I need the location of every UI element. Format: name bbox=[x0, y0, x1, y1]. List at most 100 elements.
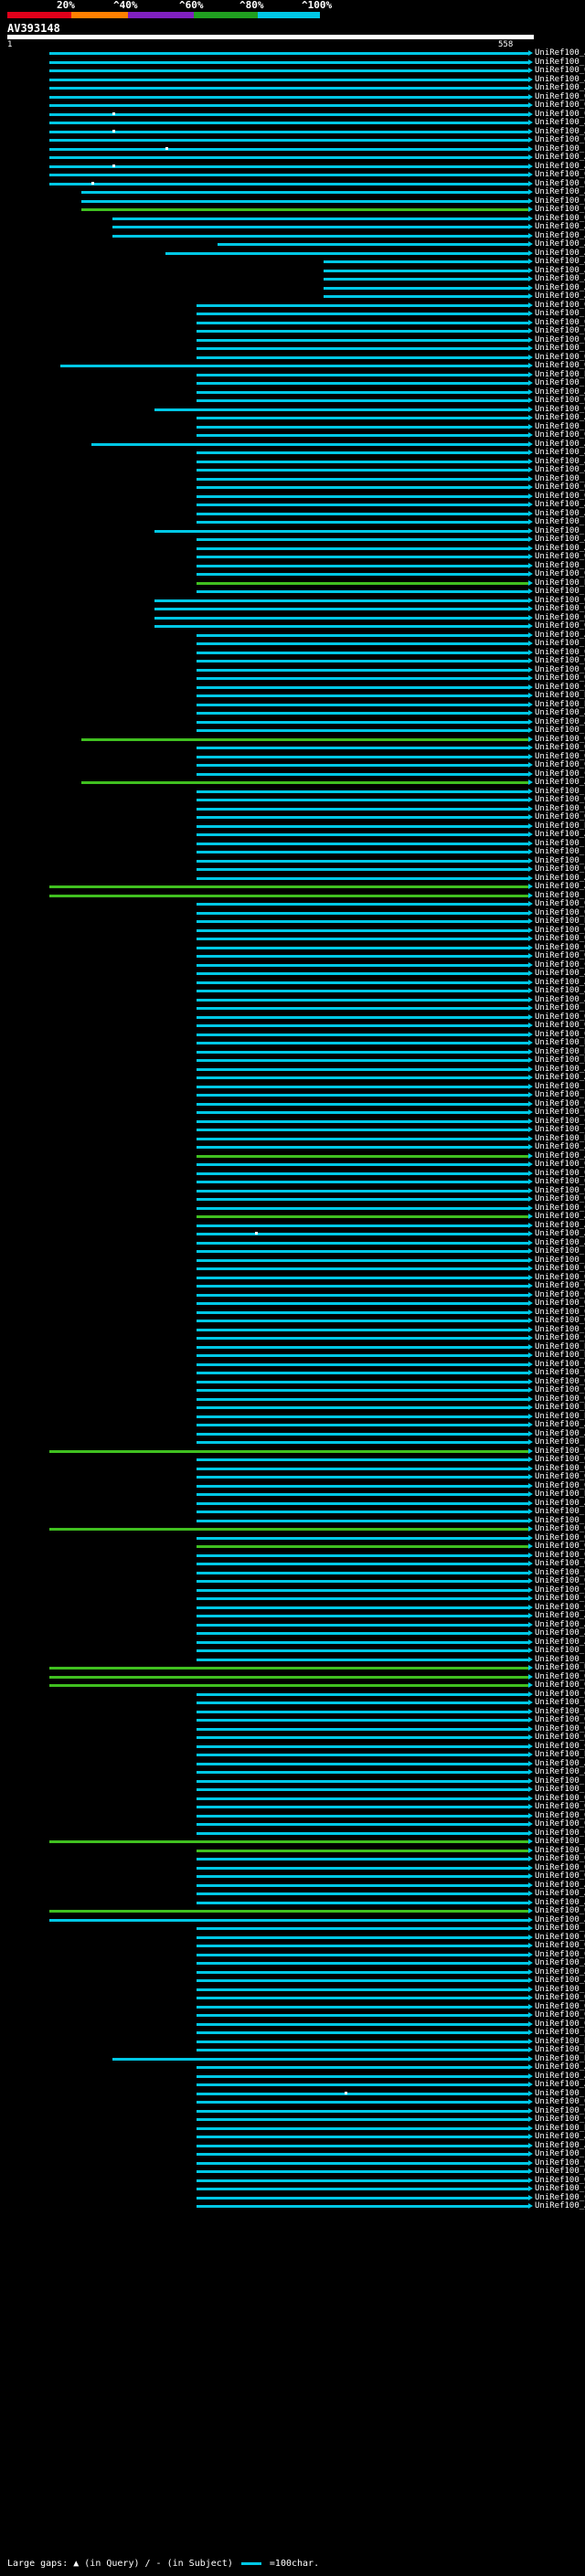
hit-row[interactable]: UniRef100_P12470 bbox=[0, 587, 585, 596]
hit-row[interactable]: UniRef100_UPI000 bbox=[0, 1663, 585, 1672]
hit-label[interactable]: UniRef100_Q27493 bbox=[535, 1160, 585, 1169]
hit-label[interactable]: UniRef100_P27494 bbox=[535, 1646, 585, 1655]
hit-label[interactable]: UniRef100_UPI000 bbox=[535, 1663, 585, 1672]
hit-label[interactable]: UniRef100_P12329 bbox=[535, 1924, 585, 1933]
hit-row[interactable]: UniRef100_A6NPS3 bbox=[0, 1429, 585, 1438]
hit-label[interactable]: UniRef100_P14278 bbox=[535, 2149, 585, 2158]
hit-row[interactable]: UniRef100_C1K5B6 bbox=[0, 1125, 585, 1134]
hit-row[interactable]: UniRef100_C6SQ07 bbox=[0, 1602, 585, 1612]
hit-label[interactable]: UniRef100_Q64446 bbox=[535, 300, 585, 310]
hit-row[interactable]: UniRef100_A6S6T7 bbox=[0, 2201, 585, 2210]
hit-row[interactable]: UniRef100_A4QPK3 bbox=[0, 292, 585, 301]
hit-row[interactable]: UniRef100_Q41421 bbox=[0, 1377, 585, 1386]
hit-label[interactable]: UniRef100_P27518 bbox=[535, 1785, 585, 1794]
hit-row[interactable]: UniRef100_Q677H3 bbox=[0, 648, 585, 657]
hit-row[interactable]: UniRef100_B4FQ80 bbox=[0, 700, 585, 709]
hit-label[interactable]: UniRef100_Q49812 bbox=[535, 1576, 585, 1585]
hit-label[interactable]: UniRef100_A8J264 bbox=[535, 83, 585, 92]
hit-label[interactable]: UniRef100_A6NRR7 bbox=[535, 535, 585, 544]
hit-row[interactable]: UniRef100_Q7XEN2 bbox=[0, 1846, 585, 1855]
hit-row[interactable]: UniRef100_A9RB25 bbox=[0, 1758, 585, 1768]
hit-label[interactable]: UniRef100_A5BI56 bbox=[535, 1637, 585, 1647]
hit-label[interactable]: UniRef100_C5GN94 bbox=[535, 2115, 585, 2124]
hit-row[interactable]: UniRef100_A4QPK2 bbox=[0, 1898, 585, 1907]
hit-label[interactable]: UniRef100_Q9ZSJ4 bbox=[535, 196, 585, 206]
hit-row[interactable]: UniRef100_P07369 bbox=[0, 378, 585, 387]
hit-label[interactable]: UniRef100_Q4V562 bbox=[535, 2097, 585, 2106]
hit-row[interactable]: UniRef100_Q4V5S7 bbox=[0, 1794, 585, 1803]
hit-label[interactable]: UniRef100_C6SQ07 bbox=[535, 1602, 585, 1612]
hit-label[interactable]: UniRef100_A4QPL1 bbox=[535, 187, 585, 196]
hit-label[interactable]: UniRef100_Q41422 bbox=[535, 1715, 585, 1724]
hit-row[interactable]: UniRef100_B4LQY2 bbox=[0, 1351, 585, 1360]
hit-label[interactable]: UniRef100_A2ZY44 bbox=[535, 222, 585, 231]
hit-row[interactable]: UniRef100_C5GQ83 bbox=[0, 1585, 585, 1595]
hit-row[interactable]: UniRef100_Q4V549 bbox=[0, 1802, 585, 1811]
hit-label[interactable]: UniRef100_Q9SWE0 bbox=[535, 205, 585, 214]
hit-row[interactable]: UniRef100_Q33291 bbox=[0, 1308, 585, 1317]
hit-label[interactable]: UniRef100_A9RB03 bbox=[535, 873, 585, 883]
hit-label[interactable]: UniRef100_A6SSF4 bbox=[535, 708, 585, 717]
hit-label[interactable]: UniRef100_P07369 bbox=[535, 378, 585, 387]
hit-label[interactable]: UniRef100_Q8WTH7 bbox=[535, 1177, 585, 1186]
hit-row[interactable]: UniRef100_A4QPK4 bbox=[0, 266, 585, 275]
hit-label[interactable]: UniRef100_Q93XK4 bbox=[535, 1689, 585, 1699]
hit-row[interactable]: UniRef100_A5BT62 bbox=[0, 1958, 585, 1967]
hit-label[interactable]: UniRef100_Q67861 bbox=[535, 751, 585, 761]
hit-label[interactable]: UniRef100_A6NLD5 bbox=[535, 716, 585, 726]
hit-row[interactable]: UniRef100_C5GN94 bbox=[0, 2115, 585, 2124]
hit-label[interactable]: UniRef100_Q8S3U0 bbox=[535, 170, 585, 179]
hit-row[interactable]: UniRef100_P12469 bbox=[0, 847, 585, 856]
hit-row[interactable]: UniRef100_Q9LK10 bbox=[0, 795, 585, 804]
hit-label[interactable]: UniRef100_Q677P6 bbox=[535, 743, 585, 752]
hit-row[interactable]: UniRef100_Q9AY54 bbox=[0, 1906, 585, 1915]
hit-label[interactable]: UniRef100_A2ZY48 bbox=[535, 126, 585, 136]
hit-label[interactable]: UniRef100_A6NK15 bbox=[535, 1889, 585, 1898]
hit-label[interactable]: UniRef100_Q1EP00 bbox=[535, 925, 585, 935]
hit-row[interactable]: UniRef100_P04779 bbox=[0, 1437, 585, 1447]
hit-row[interactable]: UniRef100_A6JSSD bbox=[0, 882, 585, 891]
hit-row[interactable]: UniRef100_Q64443 bbox=[0, 1194, 585, 1203]
hit-label[interactable]: UniRef100_P22686 bbox=[535, 143, 585, 154]
hit-label[interactable]: UniRef100_Q2XTE0 bbox=[535, 491, 585, 501]
hit-label[interactable]: UniRef100_A4QPJ3 bbox=[535, 986, 585, 995]
hit-label[interactable]: UniRef100_Q9LK10 bbox=[535, 795, 585, 804]
hit-row[interactable]: UniRef100_Q01391 bbox=[0, 1472, 585, 1481]
hit-row[interactable]: UniRef100_A9T769 bbox=[0, 1212, 585, 1221]
hit-label[interactable]: UniRef100_Q9SVE0 bbox=[535, 734, 585, 744]
hit-row[interactable]: UniRef100_Q461R4 bbox=[0, 2106, 585, 2115]
hit-label[interactable]: UniRef100_Q9LK11 bbox=[535, 1932, 585, 1942]
hit-label[interactable]: UniRef100_A9RB25 bbox=[535, 1758, 585, 1768]
hit-row[interactable]: UniRef100_Q9FF73 bbox=[0, 1447, 585, 1456]
hit-row[interactable]: UniRef100_P27497 bbox=[0, 561, 585, 570]
hit-row[interactable]: UniRef100_A6SSF4 bbox=[0, 708, 585, 717]
hit-label[interactable]: UniRef100_A6NMU8 bbox=[535, 500, 585, 509]
hit-row[interactable]: UniRef100_P27523 bbox=[0, 1985, 585, 1994]
hit-row[interactable]: UniRef100_Q39831 bbox=[0, 1950, 585, 1959]
hit-label[interactable]: UniRef100_P27495 bbox=[535, 525, 585, 535]
hit-label[interactable]: UniRef100_Q64449 bbox=[535, 430, 585, 440]
hit-row[interactable]: UniRef100_Q5PYQ1 bbox=[0, 804, 585, 813]
hit-label[interactable]: UniRef100_Q64443 bbox=[535, 1194, 585, 1203]
hit-label[interactable]: UniRef100_A6NRK2 bbox=[535, 1628, 585, 1638]
hit-label[interactable]: UniRef100_P27496 bbox=[535, 421, 585, 431]
hit-row[interactable]: UniRef100_P12333 bbox=[0, 1082, 585, 1091]
hit-label[interactable]: UniRef100_Q1SHZ0 bbox=[535, 1289, 585, 1299]
hit-label[interactable]: UniRef100_C1K5B9 bbox=[535, 1828, 585, 1838]
hit-row[interactable]: UniRef100_Q93XK4 bbox=[0, 1689, 585, 1699]
hit-label[interactable]: UniRef100_P07371 bbox=[535, 1255, 585, 1265]
hit-label[interactable]: UniRef100_Q4V549 bbox=[535, 1802, 585, 1811]
hit-label[interactable]: UniRef100_Q64445 bbox=[535, 317, 585, 327]
hit-label[interactable]: UniRef100_A8J287 bbox=[535, 48, 585, 58]
hit-label[interactable]: UniRef100_A6NL35 bbox=[535, 2062, 585, 2072]
hit-row[interactable]: UniRef100_Q9Y2P6 bbox=[0, 812, 585, 822]
hit-row[interactable]: UniRef100_Q9LE96 bbox=[0, 1680, 585, 1690]
hit-label[interactable]: UniRef100_Q1AKT9 bbox=[535, 1185, 585, 1195]
hit-label[interactable]: UniRef100_C6T073 bbox=[535, 959, 585, 970]
hit-row[interactable]: UniRef100_Q3WL4 bbox=[0, 110, 585, 119]
hit-row[interactable]: UniRef100_Q9XF87 bbox=[0, 908, 585, 917]
hit-row[interactable]: UniRef100_Q9LK11 bbox=[0, 1932, 585, 1942]
hit-row[interactable]: UniRef100_Q04685 bbox=[0, 1394, 585, 1404]
hit-row[interactable]: UniRef100_A6SSP1 bbox=[0, 1142, 585, 1151]
hit-label[interactable]: UniRef100_B9SLF1 bbox=[535, 1411, 585, 1421]
